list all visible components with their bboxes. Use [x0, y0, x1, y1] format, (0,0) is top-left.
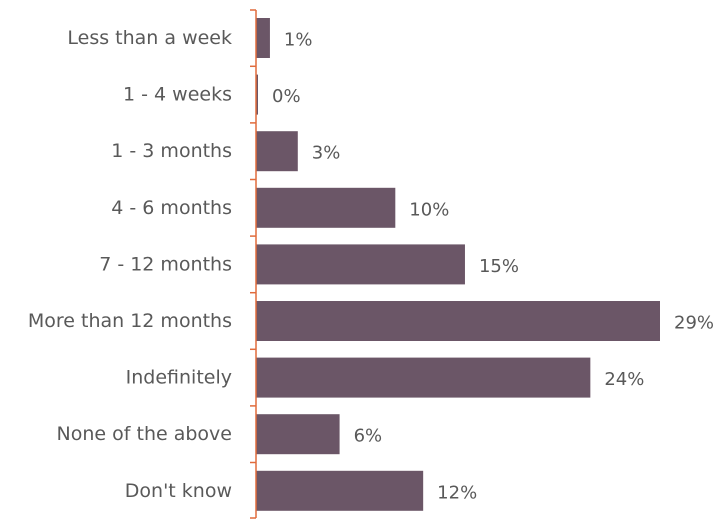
bar: [256, 470, 424, 511]
category-label: 4 - 6 months: [111, 197, 232, 219]
value-label: 10%: [409, 199, 449, 220]
value-label: 15%: [479, 256, 519, 277]
bar: [256, 74, 258, 115]
category-label: 1 - 3 months: [111, 140, 232, 162]
value-label: 29%: [674, 313, 714, 334]
bar: [256, 187, 396, 228]
value-labels-group: 1% 0% 3% 10% 15% 29% 24% 6% 12%: [272, 30, 714, 504]
bar: [256, 414, 340, 455]
bar: [256, 18, 270, 58]
category-label: None of the above: [57, 423, 232, 445]
value-label: 0%: [272, 86, 301, 107]
category-label: Don't know: [125, 480, 232, 502]
value-label: 3%: [312, 143, 341, 164]
bar: [256, 131, 298, 172]
value-label: 12%: [437, 482, 477, 503]
category-label: Indefinitely: [126, 367, 232, 389]
value-label: 24%: [604, 369, 644, 390]
bars-group: [256, 18, 660, 511]
category-label: More than 12 months: [28, 310, 232, 332]
category-label: Less than a week: [67, 27, 232, 49]
bar: [256, 244, 465, 285]
bar: [256, 357, 591, 398]
category-label: 1 - 4 weeks: [123, 84, 232, 106]
bar: [256, 301, 660, 341]
value-label: 6%: [354, 426, 383, 447]
y-axis-group: [250, 9, 257, 519]
category-label: 7 - 12 months: [99, 253, 232, 275]
value-label: 1%: [284, 30, 313, 51]
category-labels-group: Less than a week 1 - 4 weeks 1 - 3 months 4…: [28, 27, 232, 502]
